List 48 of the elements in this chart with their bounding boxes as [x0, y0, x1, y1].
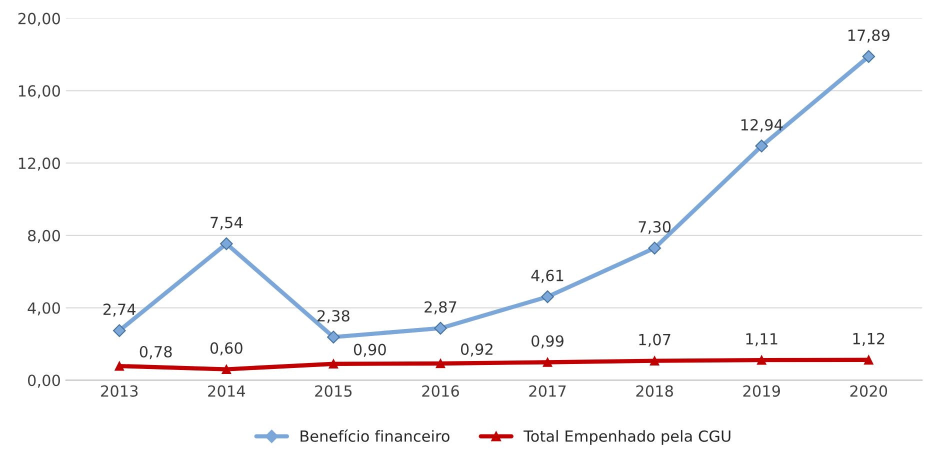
- legend-label: Total Empenhado pela CGU: [524, 430, 730, 445]
- x-tick-label: 2020: [850, 385, 888, 397]
- data-label: 12,94: [741, 119, 783, 132]
- x-tick-label: 2013: [101, 385, 138, 397]
- y-tick-label: 12,00: [18, 158, 60, 171]
- point: [648, 242, 661, 254]
- y-tick-label: 8,00: [28, 230, 60, 243]
- point: [755, 140, 768, 152]
- x-tick-label: 2018: [636, 385, 673, 397]
- data-label: 1,11: [746, 333, 778, 346]
- data-label: 2,38: [318, 310, 350, 324]
- data-label: 4,61: [531, 270, 564, 283]
- data-label: 0,78: [140, 346, 172, 360]
- legend-label: Benefício financeiro: [300, 429, 450, 442]
- data-label: 1,12: [853, 332, 884, 346]
- point: [222, 364, 232, 374]
- point: [434, 322, 447, 335]
- data-label: 0,90: [354, 344, 386, 357]
- data-label: 2,74: [104, 304, 136, 317]
- point: [541, 290, 554, 304]
- x-tick-label: 2019: [743, 385, 780, 397]
- point: [862, 50, 876, 63]
- data-label: 17,89: [848, 29, 890, 43]
- point: [864, 355, 874, 365]
- data-label: 0,92: [460, 343, 492, 357]
- y-tick-label: 4,00: [28, 302, 60, 316]
- y-tick-label: 0,00: [28, 374, 60, 388]
- data-label: 7,30: [638, 221, 671, 234]
- data-label: 0,99: [532, 335, 564, 348]
- y-tick-label: 16,00: [18, 85, 60, 98]
- y-tick-label: 20,00: [18, 12, 60, 26]
- data-label: 0,60: [210, 342, 242, 356]
- x-tick-label: 2014: [208, 385, 246, 397]
- data-label: 7,54: [210, 216, 243, 230]
- x-tick-label: 2016: [422, 385, 459, 397]
- point: [327, 330, 340, 344]
- point: [650, 356, 660, 366]
- point: [220, 237, 233, 250]
- point: [112, 324, 126, 337]
- point: [114, 361, 124, 371]
- point: [436, 358, 446, 368]
- data-label: 2,87: [424, 301, 456, 314]
- x-tick-label: 2017: [529, 385, 566, 397]
- x-tick-label: 2015: [315, 385, 352, 397]
- point: [542, 358, 552, 367]
- point: [756, 355, 766, 365]
- point: [328, 359, 338, 369]
- data-label: 1,07: [639, 334, 670, 347]
